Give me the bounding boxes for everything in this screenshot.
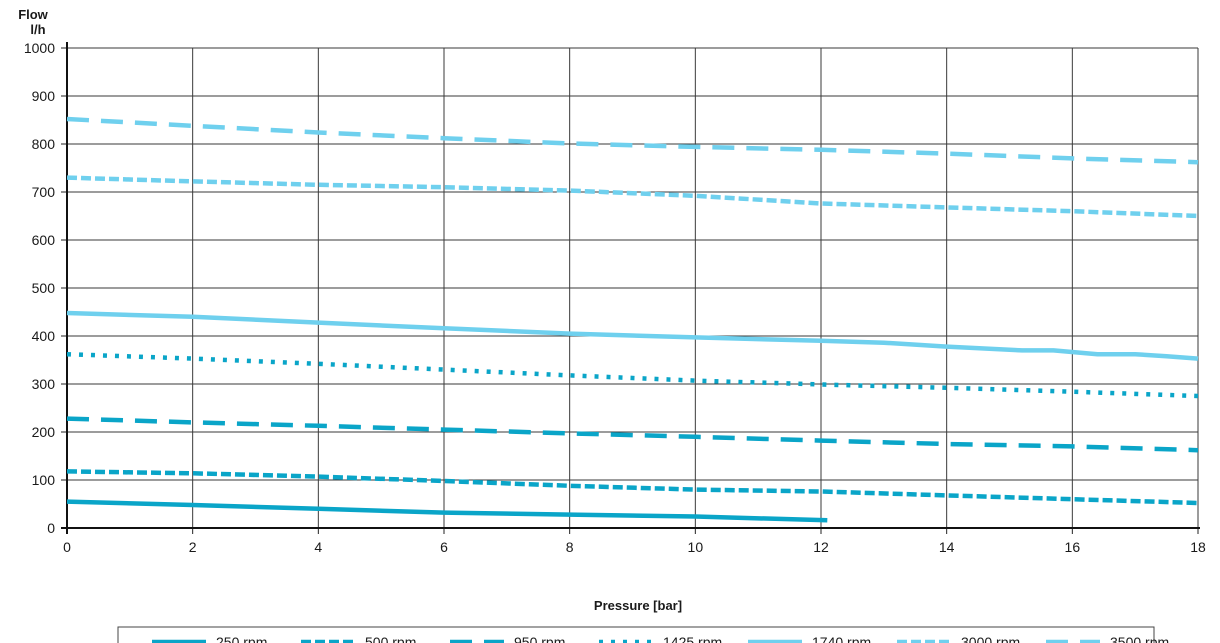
x-tick-label: 2	[189, 539, 197, 555]
y-tick-label: 100	[32, 472, 56, 488]
y-tick-label: 900	[32, 88, 56, 104]
y-tick-label: 200	[32, 424, 56, 440]
y-tick-label: 700	[32, 184, 56, 200]
x-axis-title: Pressure [bar]	[594, 598, 682, 613]
legend-label: 1425 rpm	[663, 634, 722, 643]
x-tick-label: 12	[813, 539, 829, 555]
series-line-250-rpm	[66, 499, 828, 523]
series-line-500-rpm	[66, 469, 1199, 506]
x-tick-label: 14	[939, 539, 955, 555]
series-lines	[66, 116, 1199, 523]
legend-label: 1740 rpm	[812, 634, 871, 643]
legend-box	[117, 626, 1155, 643]
x-tick-label: 8	[566, 539, 574, 555]
x-tick-label: 10	[688, 539, 704, 555]
y-tick-labels: 0 100 200 300 400 500 600 700 800 900 1000	[24, 40, 55, 536]
legend-label: 3500 rpm	[1110, 634, 1169, 643]
legend-label: 3000 rpm	[961, 634, 1020, 643]
legend: 250 rpm 500 rpm 950 rpm 1425 rpm 1740 rpm 300…	[117, 626, 1169, 643]
series-line-1740-rpm	[66, 310, 1199, 361]
legend-label: 950 rpm	[514, 634, 565, 643]
x-tick-label: 16	[1065, 539, 1081, 555]
x-tick-labels: 0 2 4 6 8 10 12 14 16 18	[63, 539, 1206, 555]
y-axis-title-line2: l/h	[30, 22, 45, 37]
y-tick-label: 400	[32, 328, 56, 344]
y-tick-label: 1000	[24, 40, 55, 56]
y-tick-label: 800	[32, 136, 56, 152]
x-tick-label: 4	[314, 539, 322, 555]
series-line-3000-rpm	[66, 175, 1199, 219]
y-tick-label: 600	[32, 232, 56, 248]
x-tick-label: 0	[63, 539, 71, 555]
legend-label: 500 rpm	[365, 634, 416, 643]
grid	[66, 47, 1199, 529]
x-tick-label: 6	[440, 539, 448, 555]
y-tick-label: 300	[32, 376, 56, 392]
y-axis-title-line1: Flow	[18, 7, 48, 22]
x-tick-label: 18	[1190, 539, 1206, 555]
series-line-3500-rpm	[66, 116, 1199, 165]
legend-label: 250 rpm	[216, 634, 267, 643]
series-line-950-rpm	[66, 416, 1199, 453]
y-tick-label: 0	[47, 520, 55, 536]
axes	[61, 42, 1200, 534]
y-tick-label: 500	[32, 280, 56, 296]
series-line-1425-rpm	[66, 351, 1199, 399]
